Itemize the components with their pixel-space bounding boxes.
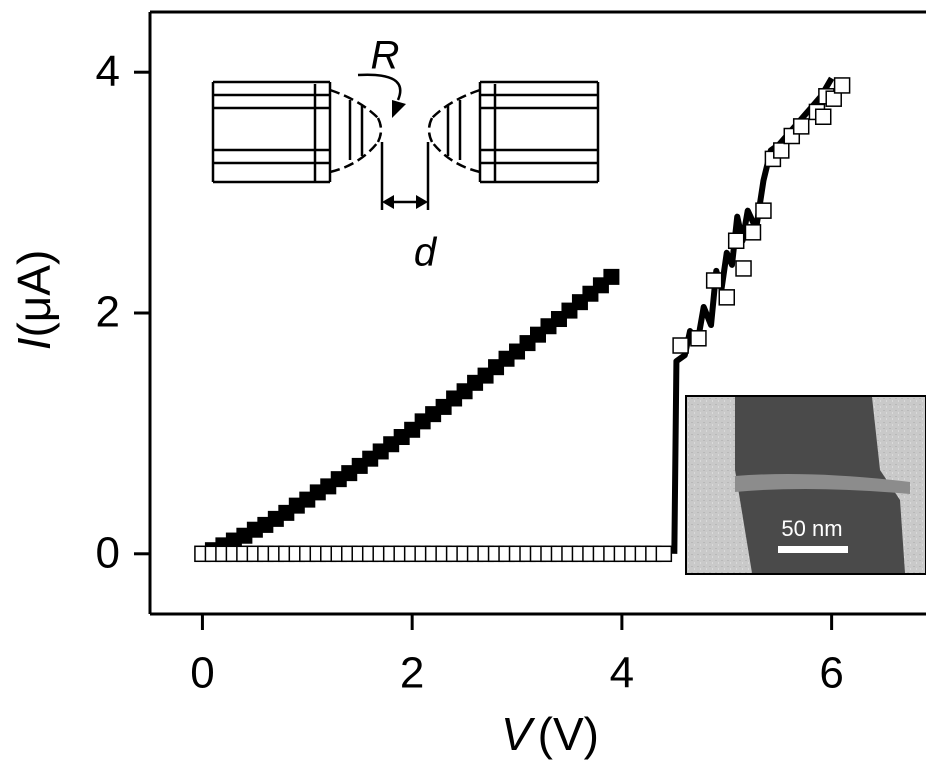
y-label-symbol: I xyxy=(8,337,60,350)
open-square xyxy=(691,331,706,346)
x-tick-label: 0 xyxy=(190,649,214,698)
schematic xyxy=(213,75,598,210)
y-tick-label: 0 xyxy=(96,528,120,577)
open-square xyxy=(745,225,760,240)
page: R d 50 nm V(V) I(μA) 0246024 (() => { co… xyxy=(0,0,926,769)
open-square xyxy=(816,109,831,124)
x-label-symbol: V xyxy=(501,708,536,760)
sem-image xyxy=(686,396,926,574)
filled-square xyxy=(604,269,619,284)
open-square xyxy=(774,143,789,158)
y-axis-label: I(μA) xyxy=(8,250,60,351)
gap-label: d xyxy=(414,231,438,275)
x-label-unit: (V) xyxy=(538,708,599,760)
open-square xyxy=(736,261,751,276)
open-square xyxy=(673,338,688,353)
open-square xyxy=(656,546,671,561)
scale-bar-label: 50 nm xyxy=(781,516,842,541)
open-square xyxy=(835,78,850,93)
y-tick-label: 4 xyxy=(96,47,120,96)
open-square xyxy=(794,119,809,134)
schematic-arrowheads xyxy=(382,100,428,209)
x-tick-label: 4 xyxy=(610,649,634,698)
y-label-unit: (μA) xyxy=(8,250,60,338)
x-tick-label: 2 xyxy=(400,649,424,698)
radius-label: R xyxy=(371,34,400,78)
x-tick-label: 6 xyxy=(819,649,843,698)
y-tick-label: 2 xyxy=(96,288,120,337)
open-square xyxy=(707,273,722,288)
chart: R d 50 nm V(V) I(μA) 0 2 4 6 0 2 4 xyxy=(0,0,926,769)
x-axis-label: V(V) xyxy=(501,708,599,760)
open-square xyxy=(729,233,744,248)
open-square xyxy=(756,203,771,218)
open-square xyxy=(719,290,734,305)
